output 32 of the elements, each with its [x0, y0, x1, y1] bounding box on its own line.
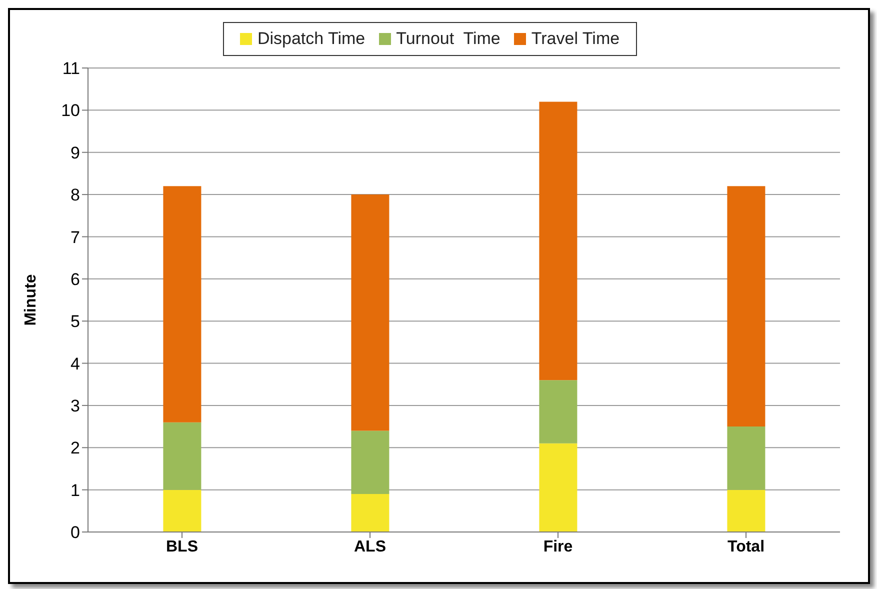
y-tick-label: 0: [70, 523, 80, 542]
legend-label: Travel Time: [531, 29, 620, 49]
bar: [163, 490, 202, 532]
bar: [351, 430, 390, 494]
y-tick-label: 11: [62, 59, 80, 78]
legend-label: Turnout Time: [396, 29, 500, 49]
y-tick-label: 4: [70, 354, 80, 374]
y-tick-label: 1: [70, 480, 80, 500]
legend-label: Dispatch Time: [257, 29, 366, 49]
y-axis-title: Minute: [22, 274, 40, 326]
bar: [351, 194, 390, 431]
y-tick-label: 7: [70, 228, 80, 247]
y-tick-label: 10: [61, 101, 80, 120]
bar: [163, 186, 202, 422]
x-tick-label: BLS: [166, 538, 198, 556]
y-tick-label: 2: [70, 438, 80, 458]
bar: [163, 422, 202, 490]
bar: [351, 494, 390, 532]
bar: [727, 490, 766, 532]
bar: [727, 426, 766, 490]
y-tick-label: 6: [70, 270, 80, 289]
y-tick-label: 3: [70, 396, 80, 416]
y-tick-label: 5: [70, 312, 80, 332]
y-tick-label: 8: [70, 186, 80, 205]
bar: [539, 443, 578, 532]
bar: [727, 186, 766, 427]
bar: [539, 380, 578, 444]
y-tick-label: 9: [70, 143, 80, 162]
bar: [539, 102, 578, 380]
x-tick-label: ALS: [354, 538, 386, 556]
x-tick-label: Fire: [543, 538, 573, 556]
x-tick-label: Total: [727, 538, 765, 556]
